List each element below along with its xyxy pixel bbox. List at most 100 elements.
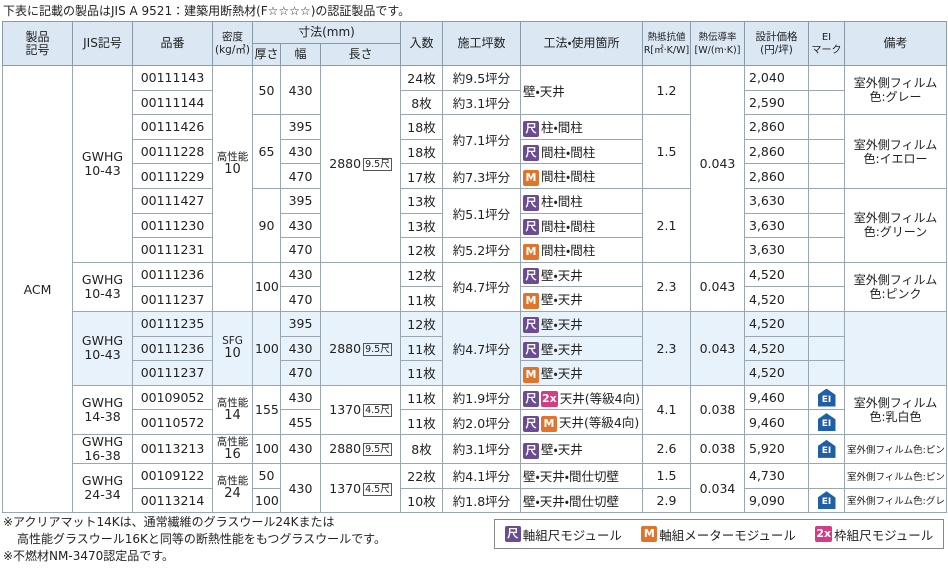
- cell-line: EI: [821, 31, 832, 43]
- cell-text: 00111237: [140, 365, 205, 381]
- table-cell: 100: [252, 261, 281, 312]
- table-cell: [808, 286, 845, 312]
- cell-text: 約5.2坪分: [452, 243, 511, 259]
- cell-text: 長さ: [348, 47, 373, 61]
- module-icon: 尺: [523, 342, 539, 359]
- cell-text: 430: [288, 82, 313, 98]
- table-cell: 尺壁・天井: [520, 433, 643, 464]
- table-cell: 室外側フィルム色:グレー: [844, 487, 947, 514]
- table-cell: 100: [252, 487, 281, 514]
- cell-text: 2.6: [656, 441, 677, 457]
- cell-text: 2,860: [749, 168, 785, 184]
- cell-text: 13枚: [407, 218, 436, 234]
- cell-text: 11枚: [407, 415, 436, 431]
- cell-text: 4,520: [749, 316, 785, 332]
- table-cell: 3,630: [744, 212, 809, 239]
- legend-label: 軸組尺モジュール: [522, 527, 622, 543]
- table-cell: M 間柱・間柱: [520, 237, 643, 263]
- cell-text: 00111426: [140, 119, 205, 135]
- table-cell: 2,860: [744, 163, 809, 189]
- cell-text: 約2.0坪分: [452, 415, 511, 431]
- cell-text: 100: [255, 279, 279, 295]
- cell-text: 約7.3坪分: [452, 169, 511, 185]
- table-cell: 5,920: [744, 433, 809, 464]
- cell-text: 9,460: [749, 414, 785, 430]
- cell-text: ACM: [23, 281, 52, 297]
- table-cell: 430: [280, 261, 321, 288]
- cell-line: [W/(m·K)]: [694, 44, 741, 56]
- table-cell: 尺柱・間柱: [520, 187, 643, 214]
- table-cell: 430: [280, 138, 321, 165]
- cell-text: 3,630: [749, 193, 785, 209]
- cell-mm: 2880: [329, 441, 362, 457]
- cell-text: 4,520: [749, 267, 785, 283]
- cell-line: GWHG: [81, 394, 124, 410]
- table-cell: 1.2: [642, 64, 691, 116]
- table-cell: 00111144: [132, 89, 213, 116]
- table-cell: 00113214: [132, 487, 213, 514]
- table-cell: 室外側フィルム色:ピンク: [844, 433, 947, 464]
- table-cell: 12枚: [400, 237, 443, 263]
- table-cell: 22枚: [400, 462, 443, 489]
- cell-text: 約4.7坪分: [452, 280, 511, 296]
- header-cell: 熱抵抗値 R[㎡·K/W]: [642, 21, 691, 66]
- cell-line: 24-34: [84, 487, 121, 502]
- table-cell: 室外側フィルム色:グレー: [844, 64, 947, 116]
- module-icon: 尺: [523, 317, 539, 334]
- cell-text: 4.1: [656, 402, 677, 418]
- table-cell: 室外側フィルム色:ピンク: [844, 462, 947, 489]
- table-row: 00111236 430 11枚 尺壁・天井 4,520: [3, 335, 947, 362]
- cell-text: 壁・天井: [541, 341, 583, 357]
- table-cell: 2.1: [642, 187, 691, 263]
- cell-mm: 1370: [329, 402, 362, 418]
- cell-line: GWHG: [81, 434, 124, 449]
- table-cell: [320, 261, 401, 312]
- cell-text: 5,920: [749, 441, 785, 457]
- legend-item: 2x 枠組尺モジュール: [815, 525, 933, 544]
- table-cell: 50: [252, 462, 281, 489]
- header-cell: 長さ: [320, 43, 401, 66]
- cell-text: 12枚: [407, 317, 436, 333]
- cell-text: 430: [288, 340, 313, 356]
- cell-shaku: 4.5尺: [363, 404, 392, 418]
- table-cell: [808, 335, 845, 362]
- cell-text: 施工坪数: [457, 36, 506, 50]
- cell-text: 8枚: [411, 442, 432, 458]
- ei-mark: EI: [817, 413, 836, 432]
- cell-text: 間柱・間柱: [541, 169, 596, 185]
- table-cell: 約5.1坪分: [442, 187, 521, 239]
- cell-text: 100: [255, 441, 279, 457]
- table-cell: 12枚: [400, 261, 443, 288]
- cell-text: 00111237: [140, 291, 205, 307]
- table-cell: 00113213: [132, 433, 213, 464]
- table-cell: 壁・天井: [520, 64, 643, 116]
- cell-line: 10-43: [84, 285, 121, 301]
- cell-text: 11枚: [407, 366, 436, 382]
- table-cell: 00110572: [132, 409, 213, 435]
- cell-text: 幅: [294, 47, 307, 61]
- table-cell: 1370 4.5尺: [320, 462, 401, 514]
- cell-line: GWHG: [81, 271, 124, 287]
- header-cell: 寸法(mm): [252, 21, 401, 44]
- table-cell: 室外側フィルム 色:イエロー: [844, 114, 947, 189]
- table-cell: 11枚: [400, 360, 443, 386]
- table-cell: 0.034: [690, 462, 745, 514]
- module-icon: 尺: [523, 415, 539, 432]
- table-cell: 約3.1坪分: [442, 89, 521, 116]
- cell-text: 430: [288, 144, 313, 160]
- cell-line: (円/坪): [760, 43, 793, 56]
- cell-text: 470: [288, 291, 313, 307]
- table-row: 00111237 470 11枚 M 壁・天井 4,520: [3, 360, 947, 386]
- table-cell: 00111235: [132, 310, 213, 337]
- cell-label: 高性能: [216, 150, 249, 163]
- cell-text: 入数: [409, 36, 434, 50]
- table-cell: 約1.8坪分: [442, 487, 521, 514]
- cell-label: SFG: [222, 335, 243, 348]
- table-cell: 1370 4.5尺: [320, 384, 401, 435]
- table-cell: 00111229: [132, 163, 213, 189]
- header-cell: 幅: [280, 43, 321, 66]
- table-cell: 約3.1坪分: [442, 433, 521, 464]
- table-cell: 尺 M 天井(等級4向): [520, 409, 643, 435]
- cell-text: 430: [288, 480, 313, 496]
- cell-text: 2,860: [749, 119, 785, 135]
